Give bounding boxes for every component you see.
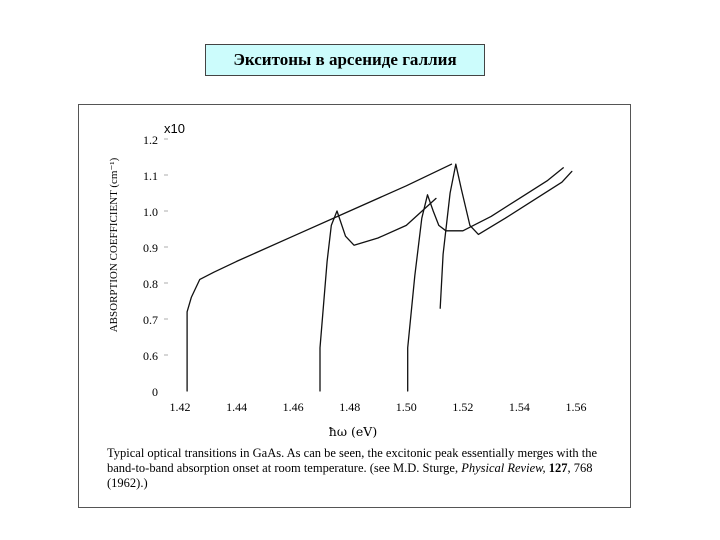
y-tick-label: 0.7 xyxy=(143,313,158,327)
y-tick-label: 0.8 xyxy=(143,277,158,291)
caption-journal: Physical Review, xyxy=(461,461,546,475)
y-tick-label: 0.6 xyxy=(143,349,158,363)
y-tick-label: 1.2 xyxy=(143,133,158,147)
x-tick-label: 1.46 xyxy=(283,400,304,414)
series-line-4 xyxy=(439,163,573,309)
y-multiplier-label: x10 xyxy=(164,121,185,136)
chart-labels: 0.6 0.7 0.8 0.9 1.0 1.1 1.2 0 1.42 1.44 1.46 1.48 1.… xyxy=(108,121,587,439)
caption-volume: 127 xyxy=(548,461,568,475)
y-tick-label: 1.0 xyxy=(143,205,158,219)
x-tick-label: 1.42 xyxy=(170,400,191,414)
series-line-3 xyxy=(407,167,564,392)
y-tick-label: 0.9 xyxy=(143,241,158,255)
figure-caption: Typical optical transitions in GaAs. As … xyxy=(107,446,617,491)
y-axis-label: ABSORPTION COEFFICIENT (cm⁻¹) xyxy=(108,157,120,332)
x-tick-label: 1.56 xyxy=(566,400,587,414)
chart-axes xyxy=(164,138,168,356)
series-line-2 xyxy=(319,197,437,392)
x-tick-label: 1.44 xyxy=(226,400,247,414)
caption-text: Typical optical transitions in GaAs. As … xyxy=(107,446,598,475)
chart-series xyxy=(186,163,573,392)
x-tick-label: 1.54 xyxy=(509,400,530,414)
caption-text-end: , 768 (1962).) xyxy=(107,461,593,490)
x-tick-label: 1.48 xyxy=(339,400,360,414)
y-tick-label: 1.1 xyxy=(143,169,158,183)
x-tick-label: 1.50 xyxy=(396,400,417,414)
figure-top-rule xyxy=(78,104,631,105)
figure-frame xyxy=(78,104,631,508)
x-axis-label: ħω (eV) xyxy=(329,424,377,439)
y-zero-label: 0 xyxy=(152,385,158,399)
series-line-1 xyxy=(186,163,453,392)
x-tick-label: 1.52 xyxy=(452,400,473,414)
slide-title: Экситоны в арсениде галлия xyxy=(205,44,485,76)
